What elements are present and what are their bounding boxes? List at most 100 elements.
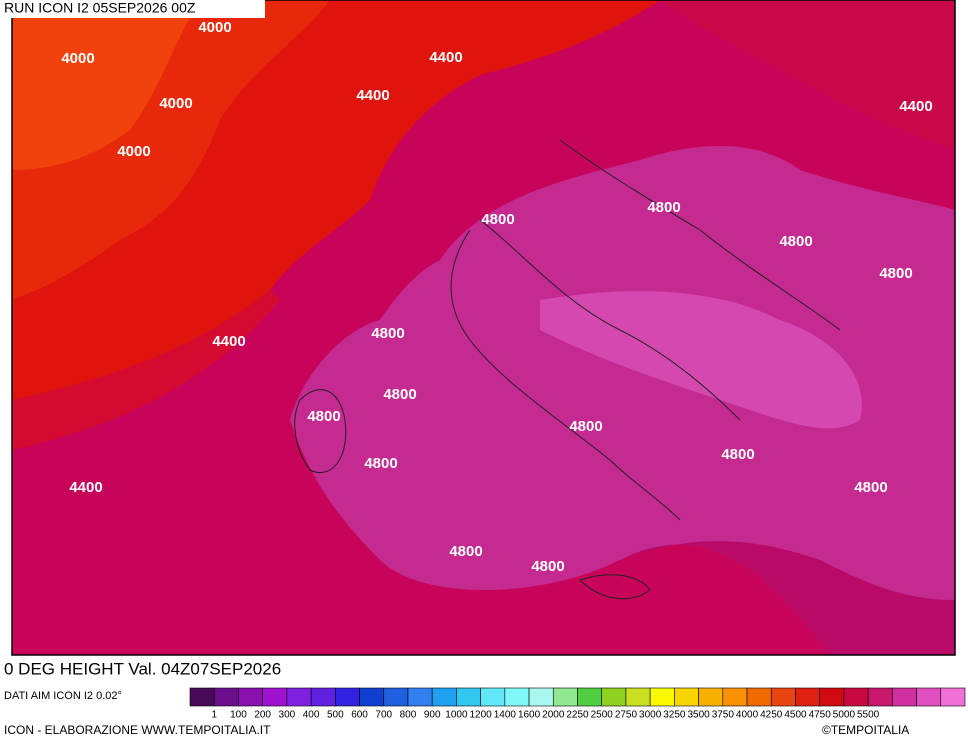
- contour-label: 4800: [705, 659, 738, 676]
- credit: ICON - ELABORAZIONE WWW.TEMPOITALIA.IT: [4, 723, 271, 737]
- legend-label: 3500: [687, 710, 710, 721]
- contour-label: 4400: [69, 479, 102, 496]
- legend-swatch: [698, 687, 724, 707]
- contour-label: 4800: [647, 199, 680, 216]
- legend-swatch: [431, 687, 457, 707]
- legend-label: 3000: [639, 710, 662, 721]
- legend-label: 5000: [833, 710, 856, 721]
- contour-label: 4800: [854, 479, 887, 496]
- legend-swatch: [552, 687, 578, 707]
- legend-swatch: [770, 687, 796, 707]
- coast-balkans: [559, 139, 841, 331]
- header-box: [0, 0, 265, 18]
- legend-swatch: [456, 687, 481, 707]
- legend-label: 4000: [736, 710, 759, 721]
- legend-label: 3750: [712, 710, 735, 721]
- coast-adriatic: [479, 219, 741, 421]
- legend-swatch: [722, 687, 748, 707]
- legend-swatch: [383, 687, 409, 707]
- legend-swatch: [746, 687, 772, 707]
- run-label: RUN ICON I2 05SEP2026 00Z: [4, 0, 196, 16]
- contour-label: 4800: [481, 211, 514, 228]
- legend-label: 1000: [445, 710, 468, 721]
- legend-swatch: [286, 687, 312, 707]
- contour-label: 4800: [307, 408, 340, 425]
- legend-label: 1200: [470, 710, 493, 721]
- legend-label: 800: [400, 710, 417, 721]
- legend-swatch: [528, 687, 554, 707]
- copyright: ©TEMPOITALIA: [822, 723, 909, 737]
- legend-label: 1600: [518, 710, 541, 721]
- contour-label: 4400: [356, 87, 389, 104]
- legend-label: 400: [303, 710, 320, 721]
- contour-label: 4800: [879, 265, 912, 282]
- legend-swatch: [940, 687, 966, 707]
- coast-italy: [450, 229, 681, 521]
- contour-label: 4400: [429, 49, 462, 66]
- legend-swatch: [674, 687, 699, 707]
- legend-label: 3250: [663, 710, 686, 721]
- legend-label: 2000: [542, 710, 565, 721]
- color-legend: 1 100 200 300 400 500 600 700 800 900 1000 1200 1400…: [189, 687, 966, 721]
- map-title: 0 DEG HEIGHT Val. 04Z07SEP2026: [4, 659, 281, 678]
- region-red-dark: [12, 290, 280, 450]
- legend-swatch: [601, 687, 627, 707]
- legend-label: 4250: [760, 710, 783, 721]
- contour-label: 4000: [117, 143, 150, 160]
- contour-label: 4800: [449, 543, 482, 560]
- legend-swatch: [238, 687, 263, 707]
- legend-swatch: [625, 687, 651, 707]
- legend-swatch: [649, 687, 675, 707]
- map-frame: [11, 0, 956, 656]
- legend-swatch: [819, 687, 845, 707]
- legend-label: 1400: [494, 710, 517, 721]
- legend-label: 5500: [857, 710, 880, 721]
- legend-swatch: [310, 687, 336, 707]
- legend-swatch: [504, 687, 530, 707]
- legend-swatch: [189, 687, 215, 707]
- contour-label: 4800: [383, 386, 416, 403]
- legend-swatch: [892, 687, 917, 707]
- legend-label: 4500: [784, 710, 807, 721]
- legend-swatch: [407, 687, 433, 707]
- contour-label: 4000: [159, 95, 192, 112]
- contour-label: 4800: [779, 233, 812, 250]
- legend-swatch: [916, 687, 942, 707]
- coastlines: [294, 139, 841, 600]
- legend-label: 2500: [591, 710, 614, 721]
- legend-label: 900: [424, 710, 441, 721]
- coast-sardinia: [294, 389, 347, 473]
- title-box: [0, 656, 413, 684]
- map: 4000 4000 4000 4000 4400 4400 4400 4400 4400 4800…: [11, 0, 956, 676]
- legend-swatch: [480, 687, 506, 707]
- contour-label: 4400: [212, 333, 245, 350]
- legend-label: 1: [211, 710, 217, 721]
- legend-label: 700: [375, 710, 392, 721]
- legend-label: 200: [254, 710, 271, 721]
- coast-sicily: [579, 574, 651, 600]
- legend-label: 2750: [615, 710, 638, 721]
- legend-label: 300: [279, 710, 296, 721]
- contour-label: 4800: [569, 418, 602, 435]
- legend-label: 500: [327, 710, 344, 721]
- legend-swatch: [359, 687, 385, 707]
- region-orange: [12, 0, 200, 170]
- legend-swatch: [213, 687, 239, 707]
- contour-label: 4000: [198, 19, 231, 36]
- legend-swatch: [335, 687, 360, 707]
- legend-swatch: [262, 687, 288, 707]
- contour-label: 4800: [364, 455, 397, 472]
- contour-label: 4800: [721, 446, 754, 463]
- legend-swatch: [867, 687, 893, 707]
- legend-swatch: [577, 687, 603, 707]
- legend-label: 4750: [809, 710, 832, 721]
- contour-label: 4800: [371, 325, 404, 342]
- region-crimson-south: [620, 541, 955, 655]
- region-crimson: [660, 0, 955, 150]
- contour-labels: 4000 4000 4000 4000 4400 4400 4400 4400 4400 4800…: [61, 19, 932, 676]
- region-pink: [540, 291, 862, 429]
- source: DATI AIM ICON I2 0.02°: [4, 690, 122, 702]
- contour-label: 4800: [531, 558, 564, 575]
- legend-label: 2250: [566, 710, 589, 721]
